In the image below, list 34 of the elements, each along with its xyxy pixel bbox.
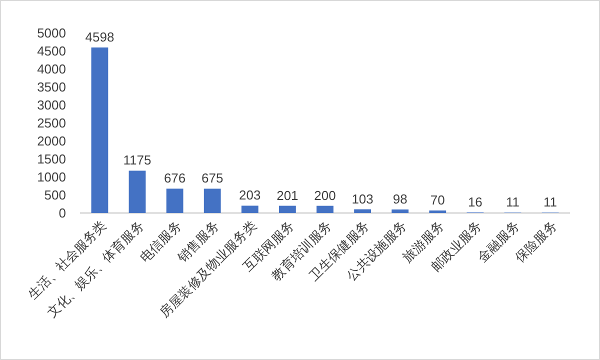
data-label: 676	[164, 170, 186, 186]
y-tick-label: 1500	[37, 152, 66, 167]
y-tick-label: 5000	[37, 26, 66, 41]
bar	[316, 206, 334, 213]
data-label: 70	[430, 192, 445, 208]
data-label: 11	[544, 194, 558, 210]
data-label: 203	[239, 188, 261, 203]
data-label: 98	[392, 191, 408, 206]
data-label: 200	[314, 188, 336, 203]
bar	[354, 209, 371, 213]
data-label: 1175	[123, 152, 152, 168]
bar	[128, 170, 146, 213]
data-label: 4598	[85, 29, 114, 44]
bar	[166, 188, 184, 213]
y-tick-label: 1000	[37, 170, 66, 185]
y-tick-label: 2500	[37, 116, 66, 131]
data-label: 16	[468, 194, 482, 210]
bar	[241, 206, 258, 213]
data-label: 11	[506, 194, 520, 210]
bar	[91, 47, 108, 213]
y-tick-label: 2000	[37, 134, 66, 149]
data-label: 103	[352, 191, 374, 206]
bar	[279, 206, 296, 213]
y-tick-label: 3000	[37, 98, 66, 113]
y-tick-label: 4500	[37, 44, 66, 59]
bar	[204, 188, 221, 213]
y-tick-label: 3500	[37, 80, 66, 95]
data-label: 675	[202, 170, 224, 186]
y-tick-label: 500	[44, 188, 66, 203]
data-label: 201	[276, 188, 298, 203]
y-tick-label: 0	[58, 206, 66, 221]
y-tick-label: 4000	[37, 62, 66, 77]
bar	[392, 209, 409, 213]
bar	[429, 210, 446, 213]
